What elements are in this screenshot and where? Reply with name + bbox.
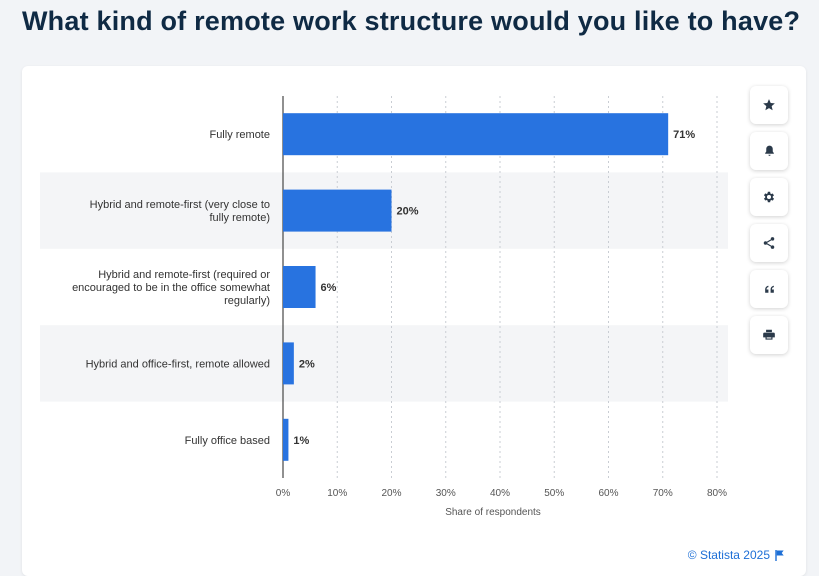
bar (283, 266, 316, 308)
x-tick-label: 20% (381, 488, 401, 499)
row-band (40, 325, 728, 402)
share-button[interactable] (750, 224, 788, 262)
value-label: 6% (321, 282, 337, 294)
star-icon (763, 99, 775, 111)
statista-credit[interactable]: © Statista 2025 (688, 548, 785, 562)
value-label: 71% (673, 129, 695, 141)
cite-button[interactable] (750, 270, 788, 308)
gear-icon (763, 191, 775, 203)
quote-icon (764, 285, 774, 293)
chart-toolbar (750, 86, 788, 362)
settings-button[interactable] (750, 178, 788, 216)
value-label: 20% (397, 206, 419, 218)
bar (283, 113, 669, 156)
x-tick-label: 0% (276, 488, 291, 499)
bar (283, 189, 392, 232)
category-label: Hybrid and remote-first (required or enco… (72, 269, 270, 307)
category-label: Fully remote (209, 129, 270, 141)
printer-icon (763, 329, 775, 340)
x-tick-label: 60% (598, 488, 618, 499)
bar (283, 342, 294, 385)
x-tick-label: 30% (436, 488, 456, 499)
value-label: 1% (293, 435, 309, 447)
x-tick-label: 80% (707, 488, 727, 499)
x-axis-title: Share of respondents (445, 507, 541, 518)
credit-text: © Statista 2025 (687, 548, 770, 562)
page-title: What kind of remote work structure would… (22, 6, 801, 36)
favorite-button[interactable] (750, 86, 788, 124)
x-tick-label: 70% (653, 488, 673, 499)
bell-icon (764, 145, 774, 156)
x-tick-label: 10% (327, 488, 347, 499)
notification-button[interactable] (750, 132, 788, 170)
bar (283, 418, 289, 461)
x-tick-label: 50% (544, 488, 564, 499)
category-label: Fully office based (185, 435, 270, 447)
flag-icon (775, 549, 784, 561)
category-label: Hybrid and office-first, remote allowed (86, 358, 270, 370)
value-label: 2% (299, 358, 315, 370)
share-icon (763, 237, 775, 249)
print-button[interactable] (750, 316, 788, 354)
x-tick-label: 40% (490, 488, 510, 499)
category-label: Hybrid and remote-first (very close to fu… (90, 199, 270, 224)
